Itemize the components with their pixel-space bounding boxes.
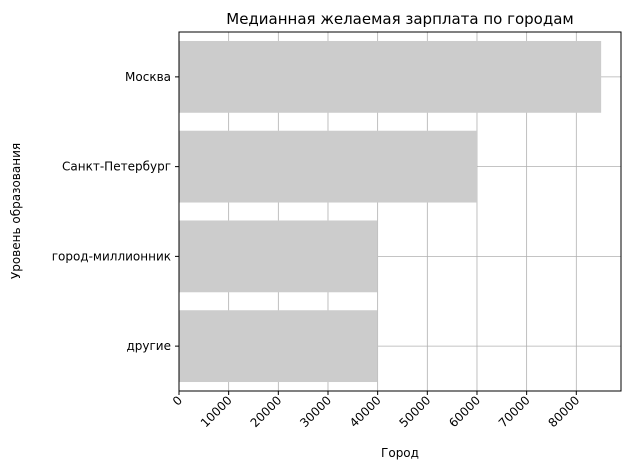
plot-frame [178,31,622,392]
x-tick-label: 10000 [198,393,235,430]
x-tick-label: 60000 [446,393,483,430]
bars [179,40,602,383]
chart-title: Медианная желаемая зарплата по городам [226,10,574,28]
x-axis-label: Город [381,446,419,460]
x-axis-ticks: 0 10000 20000 30000 40000 50000 60000 70000 8000… [170,391,583,430]
x-tick-label: 80000 [546,393,583,430]
x-tick-label: 30000 [297,393,334,430]
y-tick-label: другие [126,339,171,353]
x-tick-label: 40000 [347,393,384,430]
x-tick-label: 70000 [496,393,533,430]
y-axis-ticks: Москва Санкт-Петербург город-миллионник дру… [52,70,179,353]
bar-1 [179,130,477,203]
bar-3 [179,310,378,383]
y-tick-label: город-миллионник [52,249,171,263]
x-tick-label: 20000 [248,393,285,430]
x-tick-label: 50000 [397,393,434,430]
y-tick-label: Санкт-Петербург [62,160,171,174]
y-axis-label: Уровень образования [9,143,23,279]
x-tick-label: 0 [170,393,185,408]
bar-0 [179,40,602,113]
y-tick-label: Москва [125,70,171,84]
bar-2 [179,220,378,293]
